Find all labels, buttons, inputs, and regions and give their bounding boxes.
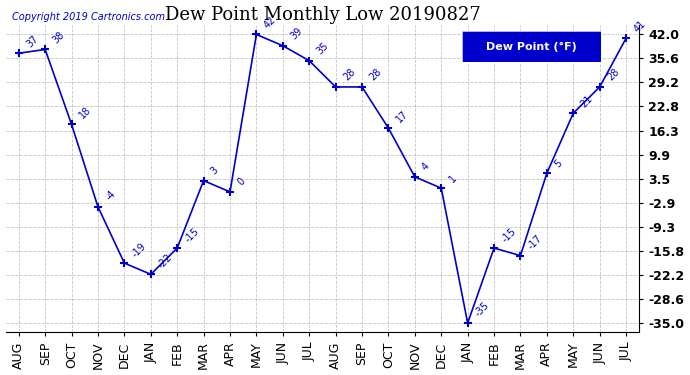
Text: 38: 38 (51, 30, 66, 45)
Text: 28: 28 (341, 67, 357, 83)
Text: 5: 5 (553, 158, 564, 169)
Text: 37: 37 (24, 33, 40, 49)
Text: -4: -4 (104, 189, 117, 203)
Text: -15: -15 (183, 226, 201, 244)
Text: -17: -17 (526, 233, 544, 251)
Text: 0: 0 (235, 176, 247, 188)
Text: 21: 21 (579, 93, 595, 109)
Text: -22: -22 (157, 252, 175, 270)
Text: 42: 42 (262, 15, 278, 30)
Title: Dew Point Monthly Low 20190827: Dew Point Monthly Low 20190827 (164, 6, 480, 24)
Text: 17: 17 (394, 108, 410, 124)
Text: 28: 28 (368, 67, 384, 83)
Text: -15: -15 (500, 226, 518, 244)
Text: 4: 4 (420, 161, 432, 173)
Text: 28: 28 (605, 67, 621, 83)
Text: 39: 39 (288, 26, 304, 42)
Text: 3: 3 (209, 165, 221, 177)
Text: 18: 18 (77, 105, 93, 120)
Text: Copyright 2019 Cartronics.com: Copyright 2019 Cartronics.com (12, 12, 165, 22)
Text: 1: 1 (447, 172, 458, 184)
Text: -19: -19 (130, 241, 148, 259)
Text: 41: 41 (631, 18, 647, 34)
Text: -35: -35 (473, 301, 491, 319)
Text: 35: 35 (315, 41, 331, 57)
